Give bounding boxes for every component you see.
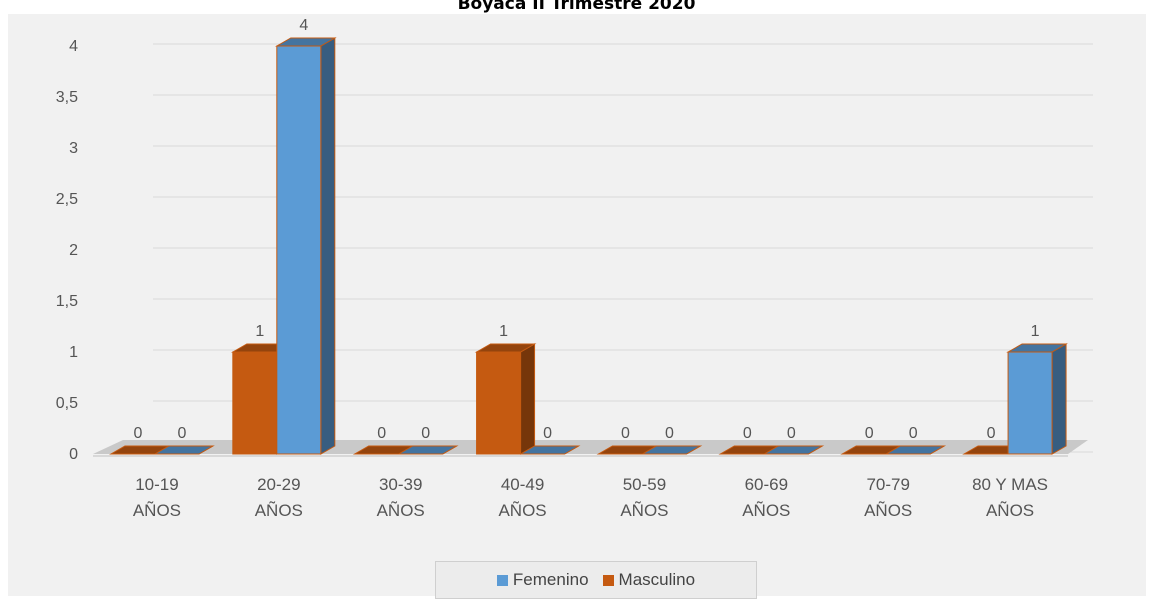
x-tick-label-line1: 50-59 [623,475,666,494]
data-label: 0 [743,425,752,442]
legend-item-masculino: Masculino [602,570,696,590]
y-tick-label: 3,5 [56,89,78,106]
bar-top [884,445,947,455]
chart-area: 0 0,5 1 1,5 2 2,5 3 3,5 4 0 0 10-19 AÑOS 1 4 20-29 AÑOS 0… [8,14,1146,599]
bar-side [520,343,536,455]
data-label: 0 [665,425,674,442]
x-tick-label-line2: AÑOS [133,501,181,520]
y-tick-label: 0,5 [56,395,78,412]
bar-top [396,445,459,455]
data-label: 4 [299,17,308,34]
legend-label-femenino: Femenino [512,570,589,589]
x-tick-label-line1: 20-29 [257,475,300,494]
x-tick-label-line1: 30-39 [379,475,422,494]
y-tick-label: 1,5 [56,293,78,310]
bar-top [640,445,703,455]
bar-side [1051,343,1067,455]
x-tick-label-line2: AÑOS [986,501,1034,520]
x-tick-label-line2: AÑOS [377,501,425,520]
data-label: 0 [543,425,552,442]
x-tick-label-line1: 60-69 [745,475,788,494]
y-tick-label: 1 [69,344,78,361]
chart-title: Boyacá II Trimestre 2020 [457,0,696,14]
legend-swatch-femenino [496,574,508,586]
data-label: 1 [499,323,508,340]
x-tick-label-line1: 80 Y MAS [972,475,1048,494]
x-tick-label-line1: 40-49 [501,475,544,494]
bar-top [518,445,581,455]
chart-legend: Femenino Masculino [435,561,757,599]
bar-top [153,445,215,455]
bar-chart: 0 0,5 1 1,5 2 2,5 3 3,5 4 0 0 10-19 AÑOS 1 4 20-29 AÑOS 0… [56,17,1093,520]
y-tick-label: 2 [69,242,78,259]
bar [476,351,522,455]
chart-floor [93,440,1088,454]
bar-side [320,37,336,455]
legend-item-femenino: Femenino [496,570,589,590]
y-tick-label: 2,5 [56,191,78,208]
data-label: 0 [377,425,386,442]
data-label: 1 [1031,323,1040,340]
y-tick-label: 4 [69,38,78,55]
data-label: 0 [177,425,186,442]
data-label: 0 [787,425,796,442]
x-tick-label-line2: AÑOS [498,501,546,520]
bar [1007,351,1053,455]
data-label: 0 [621,425,630,442]
data-label: 1 [255,323,264,340]
data-label: 0 [421,425,430,442]
x-tick-label-line1: 10-19 [135,475,178,494]
legend-swatch-masculino [602,574,614,586]
data-label: 0 [865,425,874,442]
y-tick-label: 0 [69,446,78,463]
x-tick-label-line2: AÑOS [742,501,790,520]
bar [232,351,278,455]
bar [276,45,322,455]
legend-label-masculino: Masculino [618,570,696,589]
bar-top [762,445,825,455]
x-tick-label-line2: AÑOS [620,501,668,520]
data-label: 0 [987,425,996,442]
data-label: 0 [909,425,918,442]
data-label: 0 [133,425,142,442]
x-tick-label-line2: AÑOS [255,501,303,520]
y-tick-label: 3 [69,140,78,157]
x-tick-label-line2: AÑOS [864,501,912,520]
x-tick-label-line1: 70-79 [866,475,909,494]
